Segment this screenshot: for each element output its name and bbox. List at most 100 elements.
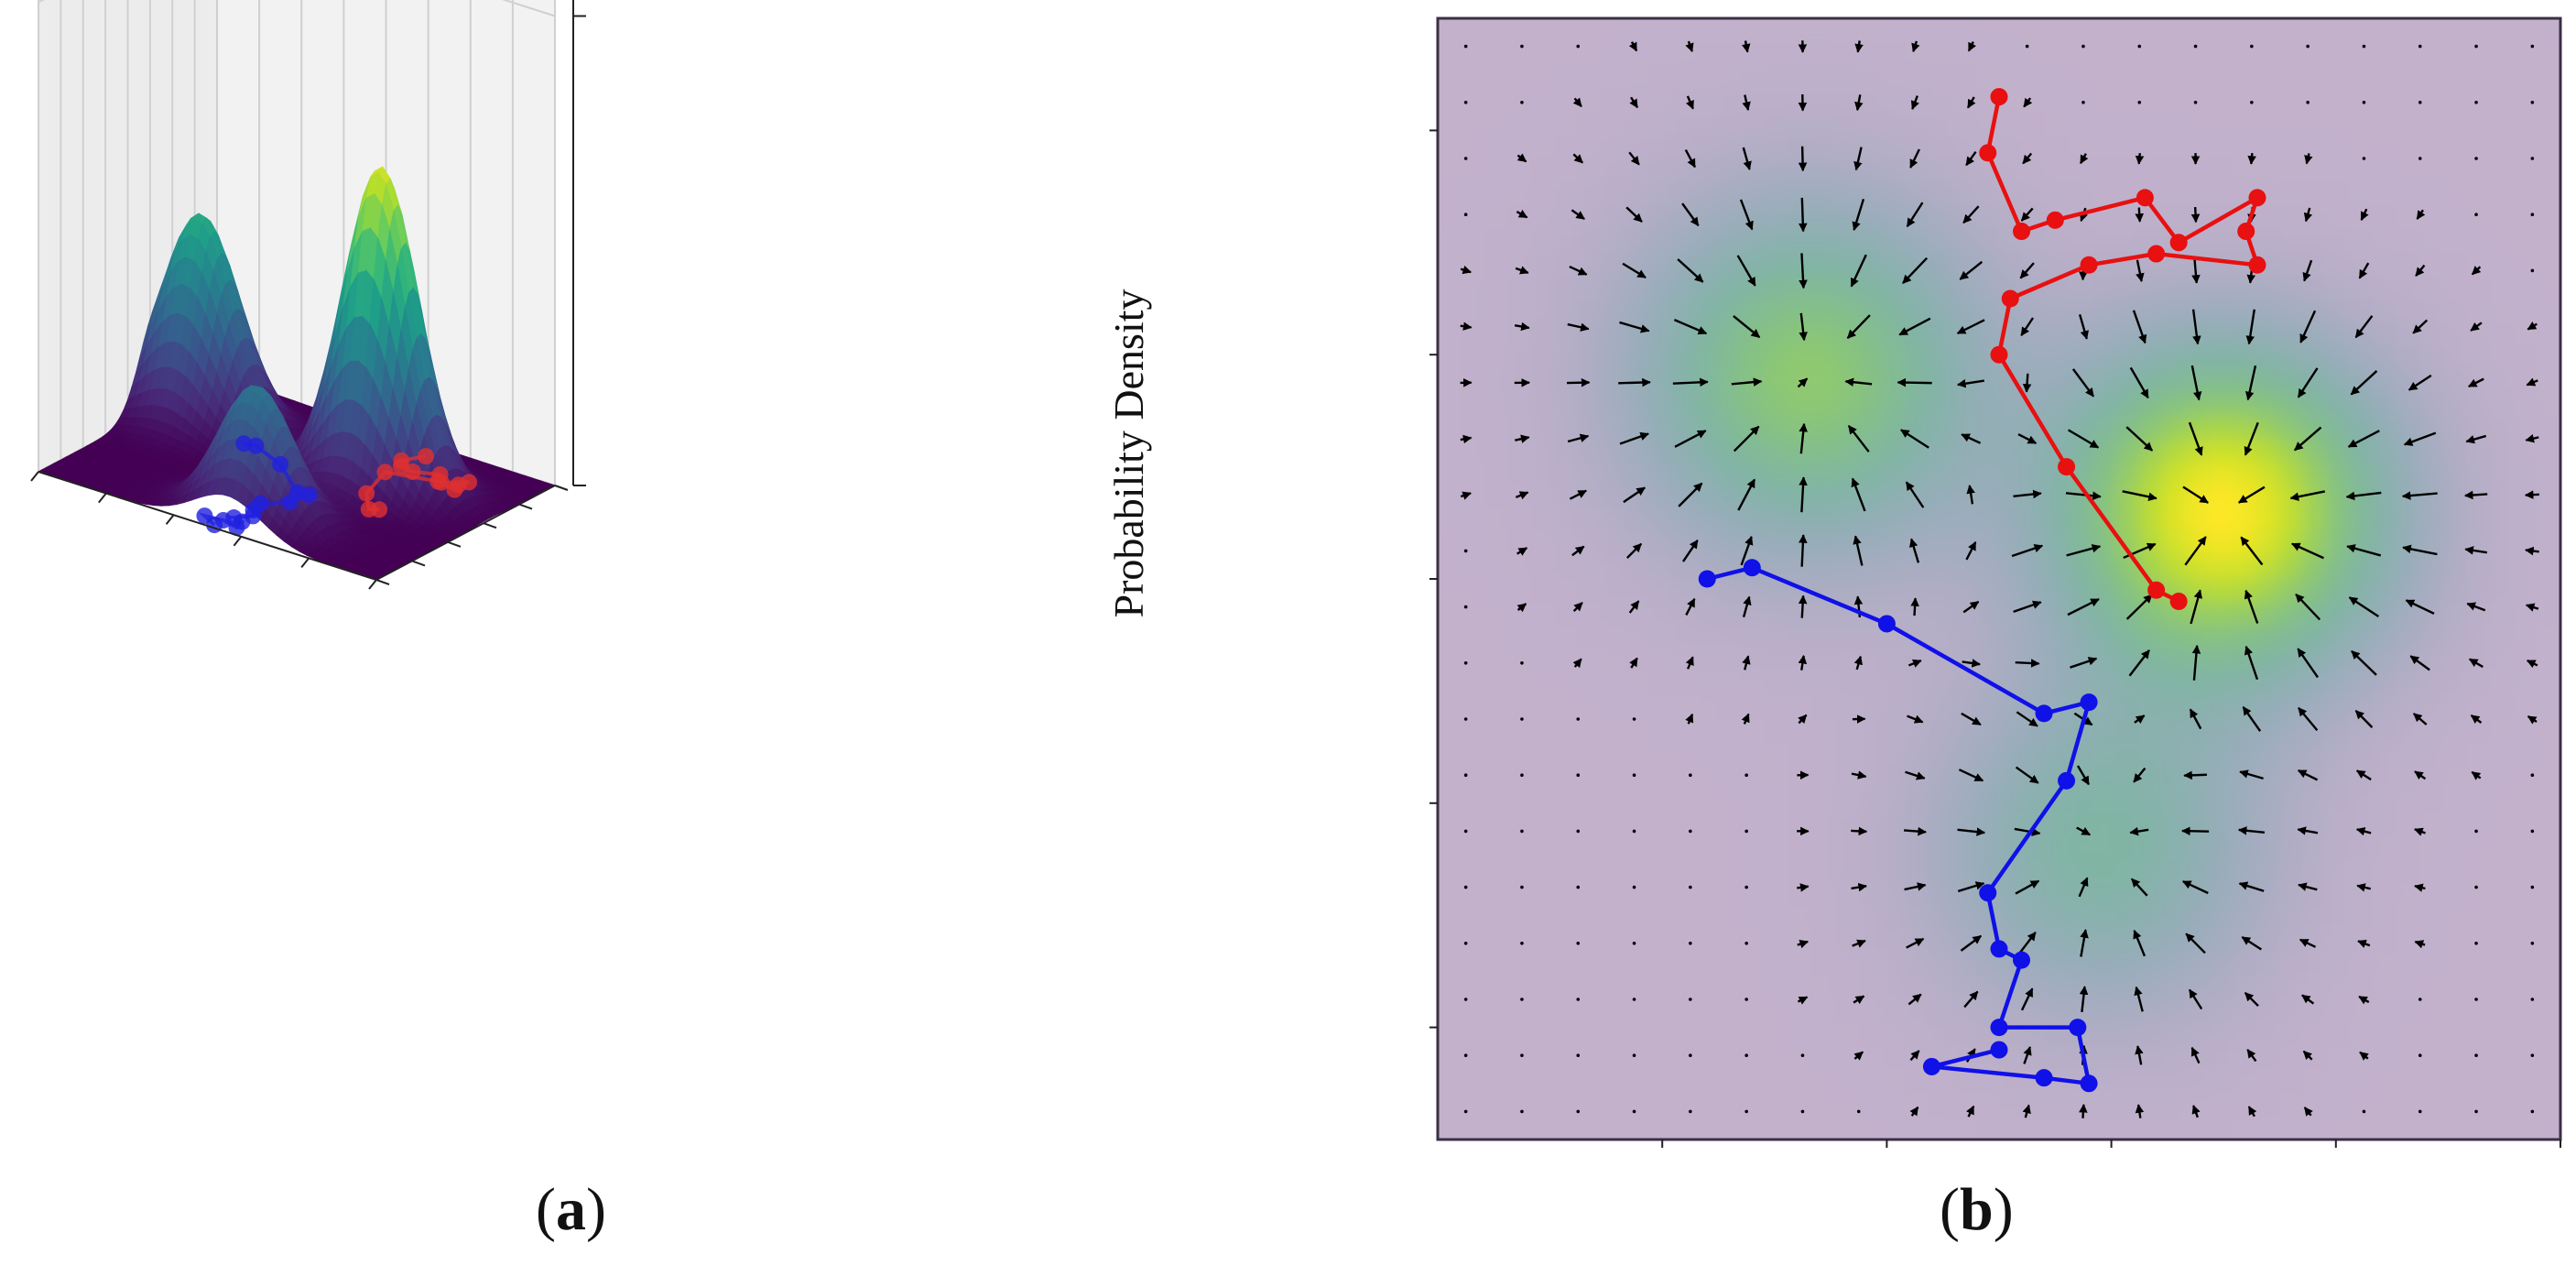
heatmap-cell [2115,368,2140,393]
heatmap-cell [1765,671,1789,696]
heatmap-cell [2162,64,2187,89]
heatmap-cell [2326,64,2351,89]
heatmap-cell [1928,88,1953,113]
heatmap-cell [2092,438,2117,463]
quiver-arrow [1961,712,1982,726]
heatmap-cell [2373,625,2397,649]
heatmap-cell [1811,344,1836,369]
blue-trajectory-point [1990,940,2008,958]
heatmap-cell [1741,671,1766,696]
heatmap-cell [2442,228,2468,253]
heatmap-cell [1484,485,1509,509]
heatmap-cell [1834,298,1860,322]
quiver-arrow [1906,202,1924,228]
heatmap-cell [1974,204,2000,229]
heatmap-cell [1647,181,1672,206]
heatmap-cell [1438,41,1462,66]
heatmap-cell [2209,602,2234,627]
quiver-arrow [1741,40,1751,53]
heatmap-cell [2419,485,2444,509]
heatmap-cell [2442,111,2468,136]
heatmap-cell [2092,344,2117,369]
heatmap-cell [1438,462,1462,486]
red-trajectory-point [2058,458,2076,476]
quiver-arrow [1737,478,1756,511]
heatmap-cell [1858,555,1883,580]
heatmap-cell [1484,275,1509,300]
heatmap-cell [1530,322,1556,346]
heatmap-cell [2115,275,2140,300]
heatmap-cell [2045,1045,2071,1070]
heatmap-cell [2396,462,2421,486]
heatmap-cell [2255,835,2280,860]
quiver-dot [2474,885,2478,889]
heatmap-cell [2326,41,2351,66]
heatmap-cell [2513,135,2538,159]
heatmap-cell [2442,344,2468,369]
red-trajectory-3d-point [404,463,421,481]
heatmap-cell [2326,1069,2351,1094]
heatmap-cell [1438,298,1462,322]
heatmap-cell [1811,275,1836,300]
quiver-arrow [1898,317,1931,336]
heatmap-cell [1928,181,1953,206]
heatmap-cell [1484,718,1509,743]
heatmap-cell [1881,88,1907,113]
heatmap-cell [1461,228,1485,253]
heatmap-cell [2396,671,2421,696]
heatmap-cell [2326,298,2351,322]
heatmap-cell [1601,415,1625,440]
heatmap-cell [1811,181,1836,206]
heatmap-cell [2162,998,2187,1023]
heatmap-cell [2466,391,2491,416]
heatmap-cell [2022,649,2047,673]
heatmap-cell [1577,228,1603,253]
heatmap-cell [1741,228,1766,253]
heatmap-cell [2466,251,2491,276]
heatmap-cell [1741,391,1766,416]
heatmap-cell [1765,415,1789,440]
heatmap-cell [2442,41,2468,66]
heatmap-cell [1554,462,1579,486]
heatmap-cell [1670,1092,1696,1117]
heatmap-cell [2349,976,2375,1000]
heatmap-cell [2279,1045,2304,1070]
heatmap-cell [2209,508,2234,533]
heatmap-cell [2489,322,2515,346]
heatmap-cell [1951,1116,1976,1140]
quiver-arrow [1628,41,1638,52]
heatmap-cell [2255,742,2280,767]
heatmap-cell [1881,18,1907,42]
heatmap-cell [1438,1092,1462,1117]
heatmap-cell [2302,275,2328,300]
heatmap-cell [1858,742,1883,767]
quiver-arrow [2297,769,2319,781]
quiver-arrow [1904,882,1927,891]
heatmap-cell [2442,1092,2468,1117]
heatmap-cell [1928,485,1953,509]
quiver-arrow [2182,485,2209,504]
heatmap-cell [1974,322,2000,346]
quiver-arrow [2190,1046,2201,1064]
heatmap-cell [1624,1116,1649,1140]
quiver-arrow [2414,940,2426,949]
heatmap-cell [2513,18,2538,42]
heatmap-cell [2045,905,2071,930]
heatmap-cell [1718,602,1743,627]
heatmap-cell [2536,485,2560,509]
heatmap-cell [1438,1045,1462,1070]
quiver-dot [1463,773,1468,777]
heatmap-cell [2466,462,2491,486]
heatmap-cell [2162,462,2187,486]
heatmap-cell [1834,462,1860,486]
heatmap-cell [1577,812,1603,836]
heatmap-cell [2232,742,2257,767]
red-trajectory-point [2169,234,2188,252]
heatmap-cell [1718,322,1743,346]
heatmap-cell [1881,812,1907,836]
heatmap-cell [1530,158,1556,182]
heatmap-cell [1601,438,1625,463]
quiver-dot [1576,773,1581,777]
heatmap-cell [1834,1116,1860,1140]
heatmap-cell [1554,555,1579,580]
